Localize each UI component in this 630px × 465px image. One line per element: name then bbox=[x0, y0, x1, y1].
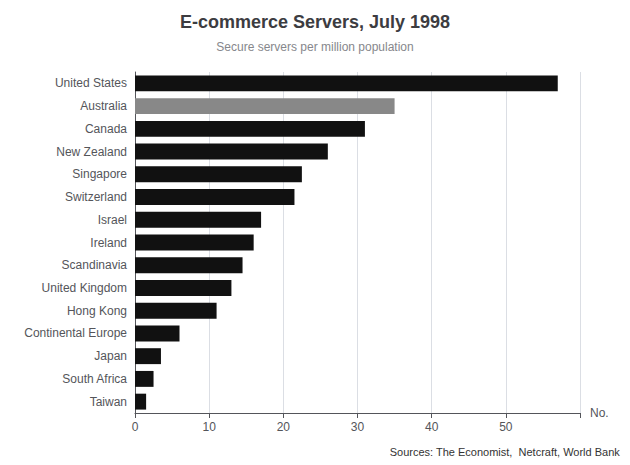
svg-text:South Africa: South Africa bbox=[62, 372, 127, 386]
svg-text:United Kingdom: United Kingdom bbox=[42, 281, 127, 295]
svg-text:No.: No. bbox=[590, 406, 609, 420]
svg-text:Israel: Israel bbox=[98, 213, 127, 227]
svg-text:10: 10 bbox=[202, 420, 216, 434]
svg-text:Singapore: Singapore bbox=[72, 167, 127, 181]
svg-text:Taiwan: Taiwan bbox=[90, 395, 127, 409]
svg-text:0: 0 bbox=[132, 420, 139, 434]
svg-text:50: 50 bbox=[499, 420, 513, 434]
svg-text:United States: United States bbox=[55, 76, 127, 90]
svg-text:40: 40 bbox=[425, 420, 439, 434]
svg-text:20: 20 bbox=[277, 420, 291, 434]
svg-text:Sources: The Economist, Netcr: Sources: The Economist, Netcraft, World … bbox=[390, 446, 621, 458]
svg-text:E-commerce Servers, July 1998: E-commerce Servers, July 1998 bbox=[180, 12, 450, 32]
svg-text:Secure servers per million pop: Secure servers per million population bbox=[216, 40, 413, 54]
svg-text:Australia: Australia bbox=[80, 99, 127, 113]
svg-text:30: 30 bbox=[351, 420, 365, 434]
svg-text:Continental Europe: Continental Europe bbox=[24, 326, 127, 340]
svg-text:Canada: Canada bbox=[85, 122, 127, 136]
svg-text:Switzerland: Switzerland bbox=[65, 190, 127, 204]
svg-text:Japan: Japan bbox=[94, 349, 127, 363]
svg-text:Scandinavia: Scandinavia bbox=[62, 258, 128, 272]
svg-text:Ireland: Ireland bbox=[90, 236, 127, 250]
svg-text:New Zealand: New Zealand bbox=[56, 145, 127, 159]
svg-text:Hong Kong: Hong Kong bbox=[67, 304, 127, 318]
